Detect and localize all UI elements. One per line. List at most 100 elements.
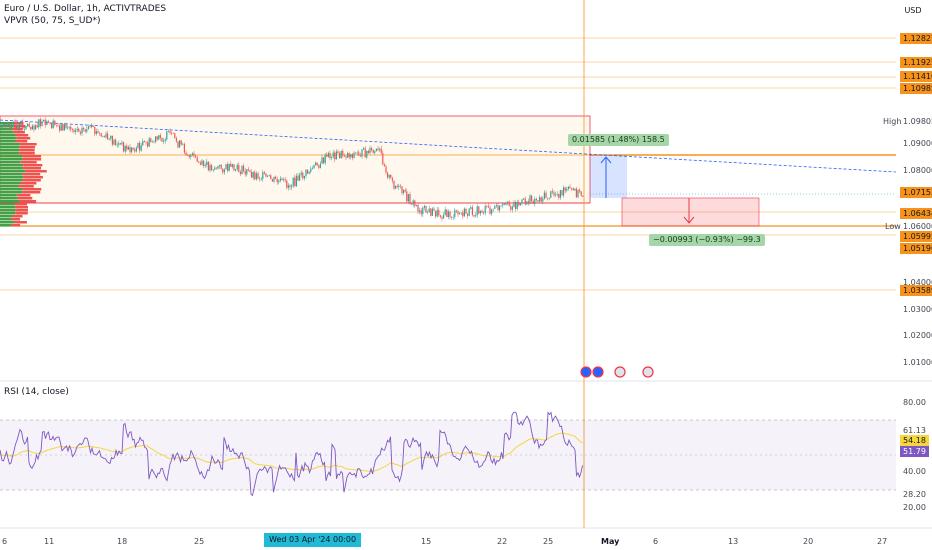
candle-body xyxy=(491,209,493,214)
candle-body xyxy=(478,206,480,214)
volume-bar-up xyxy=(0,134,16,137)
candle-body xyxy=(171,132,173,134)
candle-body xyxy=(252,172,254,178)
rsi-title[interactable]: RSI (14, close) xyxy=(4,387,69,397)
loss-label[interactable]: −0.00993 (−0.93%) −99.3 xyxy=(649,234,765,246)
candle-body xyxy=(569,186,571,189)
candle-body xyxy=(159,135,161,138)
event-icon[interactable] xyxy=(580,366,592,378)
candle-body xyxy=(255,173,257,180)
candle-body xyxy=(27,123,29,126)
candle-body xyxy=(524,198,526,205)
candle-body xyxy=(516,201,518,209)
candle-body xyxy=(137,142,139,148)
profit-label[interactable]: 0.01585 (1.48%) 158.5 xyxy=(568,134,669,146)
candle-body xyxy=(441,216,443,219)
candle-body xyxy=(379,148,381,150)
candle-body xyxy=(75,130,77,132)
currency-button[interactable]: USD xyxy=(904,6,922,15)
time-label: 22 xyxy=(497,537,508,546)
candle-body xyxy=(460,212,462,214)
candle-body xyxy=(444,209,446,215)
candle-body xyxy=(375,148,377,152)
candle-body xyxy=(195,156,197,158)
candle-body xyxy=(548,197,550,199)
candle-body xyxy=(508,201,510,206)
candle-body xyxy=(167,131,169,132)
candle-body xyxy=(142,141,144,146)
candle-body xyxy=(515,201,517,209)
event-icon[interactable] xyxy=(642,366,654,378)
candle-body xyxy=(339,152,341,159)
candle-body xyxy=(148,138,150,147)
candle-body xyxy=(35,125,37,130)
volume-bar-up xyxy=(0,146,20,149)
candle-body xyxy=(70,126,72,130)
candle-body xyxy=(580,191,582,196)
candle-body xyxy=(519,203,521,206)
candle-body xyxy=(455,210,457,212)
range-rectangle[interactable] xyxy=(0,115,591,204)
candle-body xyxy=(436,209,438,217)
candle-body xyxy=(145,142,147,143)
event-icon[interactable] xyxy=(614,366,626,378)
level-price-tag[interactable]: 1.05995 xyxy=(900,231,932,242)
candle-body xyxy=(273,176,275,182)
rsi-tick: 28.20 xyxy=(903,490,926,499)
candle-body xyxy=(382,153,384,165)
time-label: 6 xyxy=(2,537,8,546)
candle-body xyxy=(566,188,568,191)
candle-body xyxy=(318,165,320,168)
symbol-title[interactable]: Euro / U.S. Dollar, 1h, ACTIVTRADES xyxy=(4,4,167,14)
candle-body xyxy=(126,145,128,150)
trend-line[interactable] xyxy=(0,119,897,173)
level-price-tag[interactable]: 1.10985 xyxy=(900,83,932,94)
volume-bar-down xyxy=(15,209,28,212)
candle-body xyxy=(185,152,187,155)
volume-bar-up xyxy=(0,152,20,155)
candle-body xyxy=(390,174,392,179)
event-icon[interactable] xyxy=(592,366,604,378)
candle-body xyxy=(52,120,54,129)
candle-body xyxy=(153,141,155,143)
level-price-tag[interactable]: 1.11410 xyxy=(900,71,932,82)
candle-body xyxy=(15,125,17,128)
candle-body xyxy=(83,127,85,130)
candle-body xyxy=(263,172,265,174)
candle-body xyxy=(110,135,112,139)
candle-body xyxy=(140,145,142,151)
volume-bar-down xyxy=(16,137,31,140)
candle-body xyxy=(139,142,141,151)
volume-bar-down xyxy=(23,176,43,179)
candle-body xyxy=(196,157,198,162)
candle-body xyxy=(38,119,40,128)
candle-body xyxy=(6,124,8,126)
vpvr-indicator-label[interactable]: VPVR (50, 75, S_UD*) xyxy=(4,16,101,26)
volume-bar-down xyxy=(14,203,28,206)
candle-body xyxy=(9,124,11,130)
candle-body xyxy=(199,162,201,165)
candle-body xyxy=(484,206,486,214)
candle-body xyxy=(28,123,30,127)
candle-body xyxy=(22,122,24,130)
level-price-tag[interactable]: 1.05196 xyxy=(900,243,932,254)
volume-bar-down xyxy=(22,173,41,176)
volume-bar-up xyxy=(0,158,23,161)
level-price-tag[interactable]: 1.06434 xyxy=(900,208,932,219)
volume-bar-up xyxy=(0,167,23,170)
level-price-tag[interactable]: 1.03589 xyxy=(900,285,932,296)
level-price-tag[interactable]: 1.12827 xyxy=(900,33,932,44)
candle-body xyxy=(534,198,536,204)
candle-body xyxy=(335,151,337,160)
level-price-tag[interactable]: 1.11925 xyxy=(900,57,932,68)
candle-body xyxy=(247,169,249,171)
long-position-profit-zone[interactable] xyxy=(590,155,627,198)
economic-event-icons[interactable] xyxy=(580,366,654,378)
candle-body xyxy=(278,180,280,183)
current-price-tag[interactable]: 1.07153 xyxy=(900,187,932,198)
volume-bar-down xyxy=(14,221,27,224)
candle-body xyxy=(4,124,6,126)
candle-body xyxy=(420,210,422,215)
candle-body xyxy=(556,193,558,195)
